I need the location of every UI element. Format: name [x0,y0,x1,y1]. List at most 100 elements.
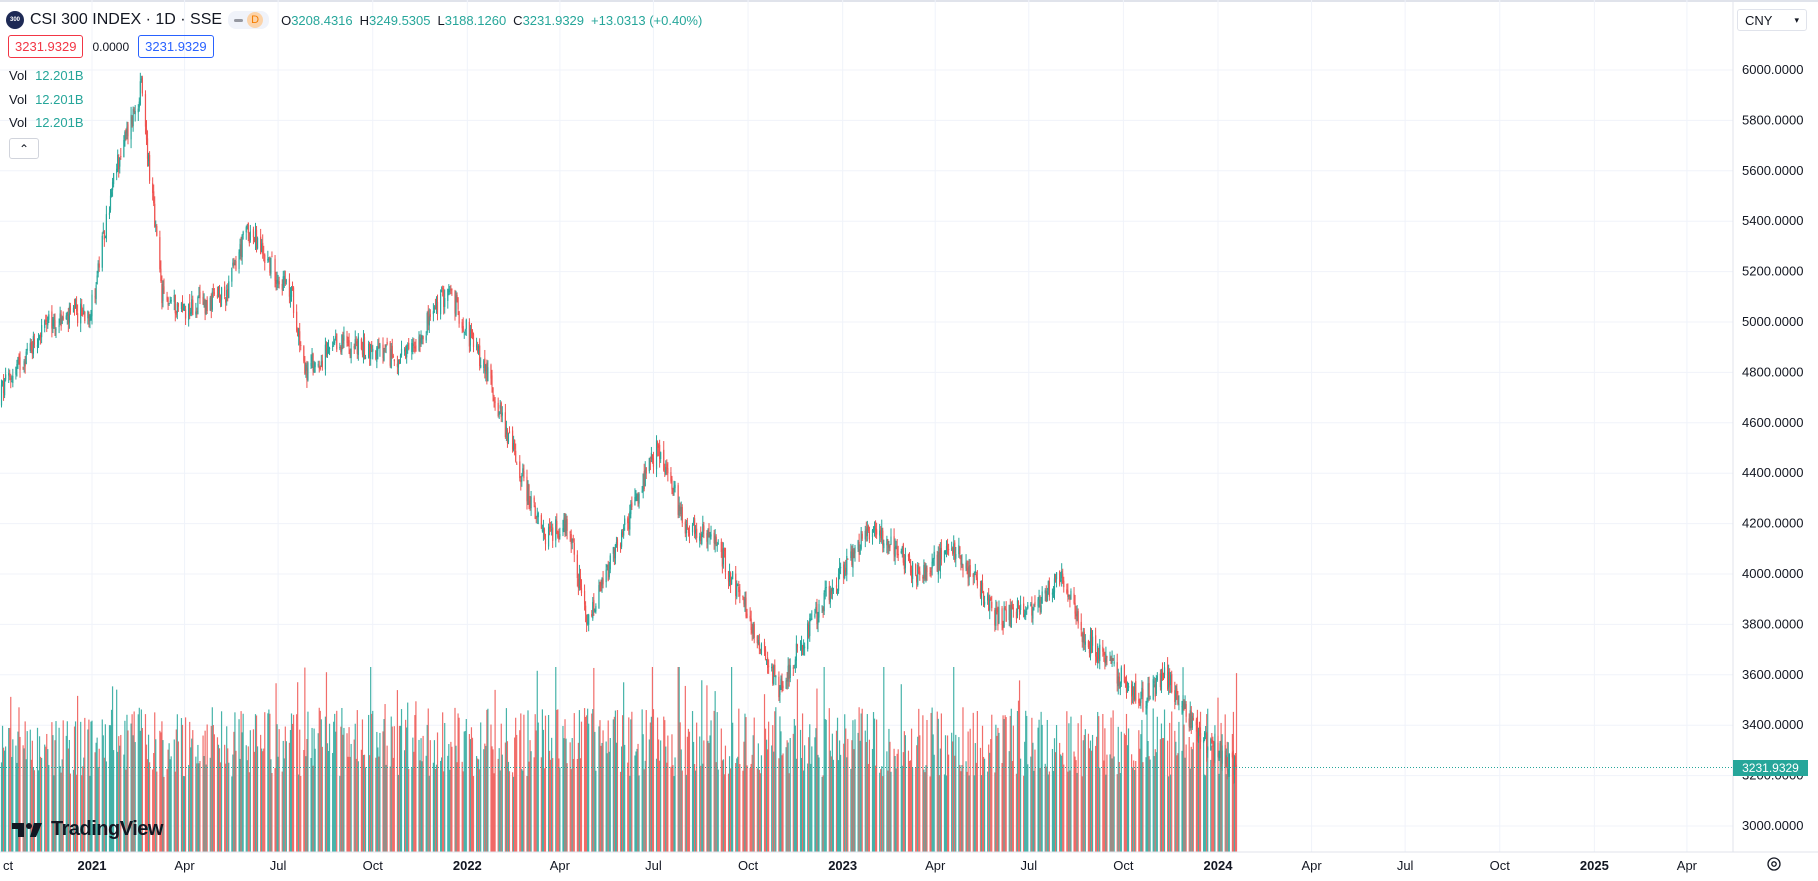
volume-bar [674,757,676,852]
candle-body [269,257,271,273]
volume-bar [1206,714,1208,852]
candle-body [218,293,221,296]
volume-bar [815,728,817,852]
volume-bar [1135,761,1137,852]
volume-bar [188,764,190,852]
collapse-legend-button[interactable]: ⌃ [9,138,39,159]
volume-bar [300,775,302,852]
volume-bar [1077,723,1079,852]
volume-bar [303,750,305,852]
candle-body [233,262,235,266]
volume-bar [713,710,715,852]
candle-body [836,589,839,591]
candle-body [498,411,500,415]
sell-price-button[interactable]: 3231.9329 [8,35,84,58]
candle-body [197,297,199,315]
volume-bar [80,721,82,852]
volume-bar [1148,756,1150,852]
candle-body [134,111,136,115]
candle-body [3,379,6,396]
volume-bar [845,728,847,852]
volume-bar [347,756,349,852]
volume-legend-row[interactable]: Vol 12.201B [9,115,84,130]
volume-bar [1037,727,1039,852]
volume-bar [858,707,860,852]
candle-body [117,154,119,172]
currency-select[interactable]: CNY ▾ [1737,9,1807,31]
candle-body [1005,609,1007,622]
volume-bar [220,711,223,852]
candle-body [180,302,183,310]
candle-body [580,587,583,594]
volume-bar [23,748,25,852]
candle-body [991,601,993,609]
candle-body [75,304,78,311]
volume-bar [804,745,806,852]
volume-bar [1152,708,1154,852]
candle-body [478,345,480,355]
candle-body [1023,603,1025,618]
volume-bar [931,707,933,852]
candle-body [550,526,552,528]
volume-bar [261,748,263,852]
volume-bar [342,734,344,852]
volume-bar [391,726,393,852]
volume-legend-row[interactable]: Vol 12.201B [9,68,84,83]
volume-bar [501,754,503,852]
symbol-logo-icon[interactable]: 300 [6,11,24,29]
candle-body [311,356,313,362]
volume-bar [1061,755,1063,852]
candle-body [60,314,62,327]
buy-price-button[interactable]: 3231.9329 [138,35,214,58]
volume-bar [908,760,911,852]
time-axis-tick-label: Apr [1677,858,1698,873]
volume-bar [1,725,4,852]
volume-bar [616,710,619,852]
volume-bar [468,734,470,852]
time-axis-tick-label: Jul [270,858,287,873]
candle-body [558,536,560,540]
volume-bar [1205,775,1207,852]
volume-legend-row[interactable]: Vol 12.201B [9,92,84,107]
volume-bar [348,727,350,852]
tradingview-logo[interactable]: TradingView [12,818,163,841]
candle-body [602,578,604,585]
symbol-title[interactable]: CSI 300 INDEX · 1D · SSE [30,11,223,28]
candle-body [728,571,731,583]
gear-icon[interactable] [1765,855,1783,873]
volume-bar [276,724,278,852]
candle-body [198,295,200,297]
candle-body [469,328,472,346]
candle-body [1123,664,1126,683]
volume-bar [232,754,234,852]
volume-bar [161,721,163,852]
candle-body [533,497,535,503]
volume-bar [787,742,789,852]
candle-body [10,377,12,380]
candle-body [1040,605,1042,613]
volume-bar [120,734,122,852]
volume-bar [1048,771,1050,852]
volume-bar [800,757,803,852]
volume-bar [418,739,420,852]
candle-body [562,528,564,532]
volume-bar [763,694,766,852]
candle-body [45,319,47,322]
volume-bar [281,771,283,852]
candle-body [666,464,668,470]
volume-bar [979,747,982,852]
market-status-badge[interactable]: D [228,11,270,29]
candle-body [1132,686,1134,695]
volume-bar [552,758,554,852]
volume-bar [464,731,466,852]
volume-bar [1212,744,1214,852]
volume-bar [799,729,802,852]
volume-bar [679,722,681,852]
candle-body [18,355,20,358]
candle-body [723,549,726,551]
candle-body [623,527,625,536]
candle-body [911,562,914,579]
candle-body [608,569,610,578]
candle-body [204,299,206,314]
